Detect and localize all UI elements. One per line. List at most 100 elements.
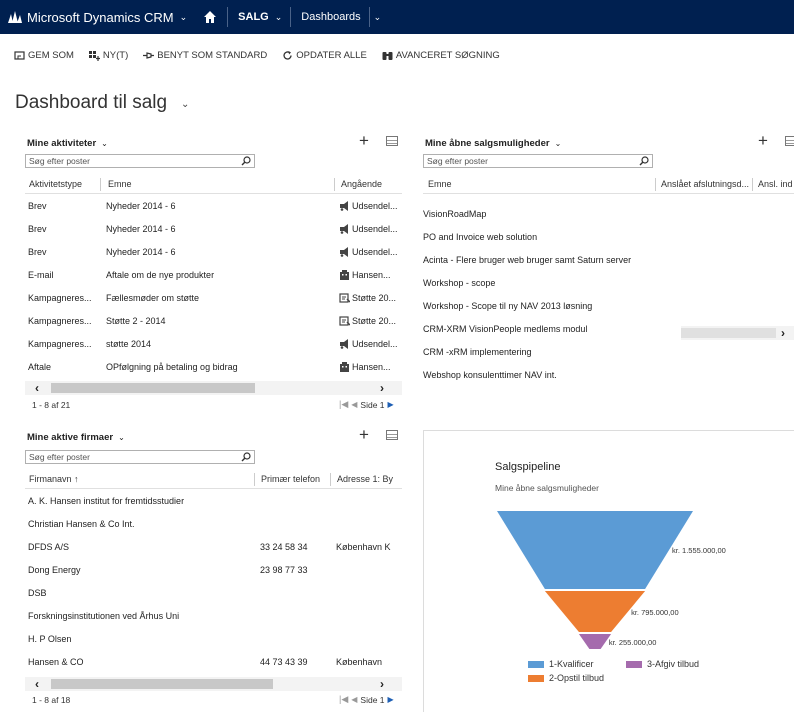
- scroll-right-icon[interactable]: ›: [380, 677, 384, 691]
- regarding-cell[interactable]: Udsendel...: [339, 201, 398, 211]
- nav-item-dashboards[interactable]: Dashboards: [301, 11, 361, 23]
- next-page-icon[interactable]: ▶: [387, 400, 394, 409]
- account-name-cell[interactable]: Hansen & CO: [28, 657, 84, 667]
- account-name-cell[interactable]: H. P Olsen: [28, 634, 72, 644]
- first-page-icon[interactable]: |◀: [339, 399, 349, 409]
- column-regarding[interactable]: Angående: [341, 179, 383, 189]
- table-row[interactable]: Kampagneres... støtte 2014 Udsendel...: [25, 334, 402, 357]
- table-row[interactable]: Brev Nyheder 2014 - 6 Udsendel...: [25, 219, 402, 242]
- account-name-cell[interactable]: DSB: [28, 588, 47, 598]
- opportunities-search[interactable]: [423, 154, 653, 168]
- accounts-search[interactable]: [25, 450, 255, 464]
- regarding-cell[interactable]: Hansen...: [339, 270, 391, 280]
- account-name-cell[interactable]: DFDS A/S: [28, 542, 70, 552]
- accounts-title[interactable]: Mine aktive firmaer ⌄: [27, 432, 125, 443]
- regarding-cell[interactable]: Støtte 20...: [339, 316, 396, 326]
- subject-cell[interactable]: Nyheder 2014 - 6: [106, 247, 176, 257]
- accounts-search-input[interactable]: [29, 451, 212, 463]
- scroll-thumb[interactable]: [51, 679, 273, 689]
- list-item[interactable]: Workshop - scope: [423, 278, 496, 288]
- activities-title[interactable]: Mine aktiviteter ⌄: [27, 138, 108, 149]
- list-item[interactable]: Workshop - Scope til ny NAV 2013 løsning: [423, 301, 593, 311]
- subject-cell[interactable]: Aftale om de nye produkter: [106, 270, 215, 280]
- table-row[interactable]: A. K. Hansen institut for fremtidsstudie…: [25, 491, 402, 514]
- set-default-button[interactable]: BENYT SOM STANDARD: [143, 50, 267, 61]
- funnel-segment[interactable]: [544, 591, 646, 632]
- list-item[interactable]: CRM-XRM VisionPeople medlems modul: [423, 324, 588, 334]
- new-button[interactable]: NY(T): [88, 50, 128, 61]
- scroll-right-icon[interactable]: ›: [380, 381, 384, 395]
- subject-cell[interactable]: Nyheder 2014 - 6: [106, 201, 176, 211]
- list-item[interactable]: Acinta - Flere bruger web bruger samt Sa…: [423, 255, 632, 265]
- column-city[interactable]: Adresse 1: By: [337, 474, 394, 484]
- table-row[interactable]: Aftale OPfølgning på betaling og bidrag Ha…: [25, 357, 402, 380]
- chevron-down-icon[interactable]: ⌄: [181, 99, 190, 110]
- regarding-cell[interactable]: Udsendel...: [339, 339, 398, 349]
- previous-page-icon[interactable]: ◀: [351, 695, 358, 704]
- list-item[interactable]: PO and Invoice web solution: [423, 232, 538, 242]
- open-grid-icon[interactable]: [386, 136, 398, 146]
- app-brand[interactable]: Microsoft Dynamics CRM: [27, 9, 174, 25]
- chevron-down-icon[interactable]: ⌄: [554, 139, 562, 148]
- funnel-segment[interactable]: [497, 511, 693, 589]
- table-row[interactable]: Forskningsinstitutionen ved Århus Uni: [25, 606, 402, 629]
- scroll-right-icon[interactable]: ›: [781, 326, 785, 340]
- subject-cell[interactable]: Støtte 2 - 2014: [106, 316, 166, 326]
- activities-search-input[interactable]: [29, 155, 212, 167]
- save-as-button[interactable]: GEM SOM: [14, 50, 74, 61]
- subject-cell[interactable]: Fællesmøder om støtte: [106, 293, 200, 303]
- previous-page-icon[interactable]: ◀: [351, 400, 358, 409]
- table-row[interactable]: E-mail Aftale om de nye produkter Hansen..…: [25, 265, 402, 288]
- first-page-icon[interactable]: |◀: [339, 694, 349, 704]
- subject-cell[interactable]: OPfølgning på betaling og bidrag: [106, 362, 238, 372]
- column-est-revenue[interactable]: Ansl. ind: [758, 179, 793, 189]
- table-row[interactable]: Hansen & CO 44 73 43 39 København: [25, 652, 402, 675]
- funnel-segment[interactable]: [578, 634, 612, 649]
- scroll-left-icon[interactable]: ‹: [35, 677, 39, 691]
- chevron-down-icon[interactable]: ⌄: [179, 11, 188, 22]
- opportunities-search-input[interactable]: [427, 155, 610, 167]
- column-activity-type[interactable]: Aktivitetstype: [29, 179, 83, 189]
- nav-area-salg[interactable]: SALG: [238, 11, 269, 23]
- add-opportunity-button[interactable]: +: [758, 131, 768, 150]
- table-row[interactable]: Brev Nyheder 2014 - 6 Udsendel...: [25, 242, 402, 265]
- account-name-cell[interactable]: A. K. Hansen institut for fremtidsstudie…: [28, 496, 185, 506]
- home-icon[interactable]: [203, 10, 217, 24]
- subject-cell[interactable]: støtte 2014: [106, 339, 152, 349]
- advanced-find-button[interactable]: AVANCERET SØGNING: [382, 50, 500, 61]
- table-row[interactable]: Dong Energy 23 98 77 33: [25, 560, 402, 583]
- accounts-hscroll[interactable]: ‹ ›: [25, 677, 402, 691]
- scroll-thumb[interactable]: [681, 328, 776, 338]
- table-row[interactable]: Christian Hansen & Co Int.: [25, 514, 402, 537]
- search-icon[interactable]: [241, 156, 251, 166]
- add-activity-button[interactable]: +: [359, 131, 369, 150]
- activities-search[interactable]: [25, 154, 255, 168]
- opportunities-hscroll[interactable]: ›: [681, 326, 794, 340]
- open-grid-icon[interactable]: [386, 430, 398, 440]
- regarding-cell[interactable]: Støtte 20...: [339, 293, 396, 303]
- add-account-button[interactable]: +: [359, 425, 369, 444]
- regarding-cell[interactable]: Udsendel...: [339, 247, 398, 257]
- refresh-all-button[interactable]: OPDATER ALLE: [282, 50, 367, 61]
- search-icon[interactable]: [241, 452, 251, 462]
- table-row[interactable]: Kampagneres... Fællesmøder om støtte Støtt…: [25, 288, 402, 311]
- account-name-cell[interactable]: Christian Hansen & Co Int.: [28, 519, 135, 529]
- regarding-cell[interactable]: Udsendel...: [339, 224, 398, 234]
- table-row[interactable]: DSB: [25, 583, 402, 606]
- column-est-close-date[interactable]: Anslået afslutningsd...: [661, 179, 750, 189]
- table-row[interactable]: Kampagneres... Støtte 2 - 2014 Støtte 20..…: [25, 311, 402, 334]
- column-subject[interactable]: Emne: [428, 179, 452, 189]
- account-name-cell[interactable]: Dong Energy: [28, 565, 81, 575]
- account-name-cell[interactable]: Forskningsinstitutionen ved Århus Uni: [28, 611, 180, 621]
- next-page-icon[interactable]: ▶: [387, 695, 394, 704]
- table-row[interactable]: DFDS A/S 33 24 58 34 København K: [25, 537, 402, 560]
- column-account-name[interactable]: Firmanavn ↑: [29, 474, 79, 484]
- sort-ascending-icon[interactable]: ↑: [74, 474, 79, 484]
- column-subject[interactable]: Emne: [108, 179, 132, 189]
- open-grid-icon[interactable]: [785, 136, 794, 146]
- regarding-cell[interactable]: Hansen...: [339, 362, 391, 372]
- chevron-down-icon[interactable]: ⌄: [118, 433, 125, 442]
- table-row[interactable]: H. P Olsen: [25, 629, 402, 652]
- chevron-down-icon[interactable]: ⌄: [101, 139, 108, 148]
- scroll-left-icon[interactable]: ‹: [35, 381, 39, 395]
